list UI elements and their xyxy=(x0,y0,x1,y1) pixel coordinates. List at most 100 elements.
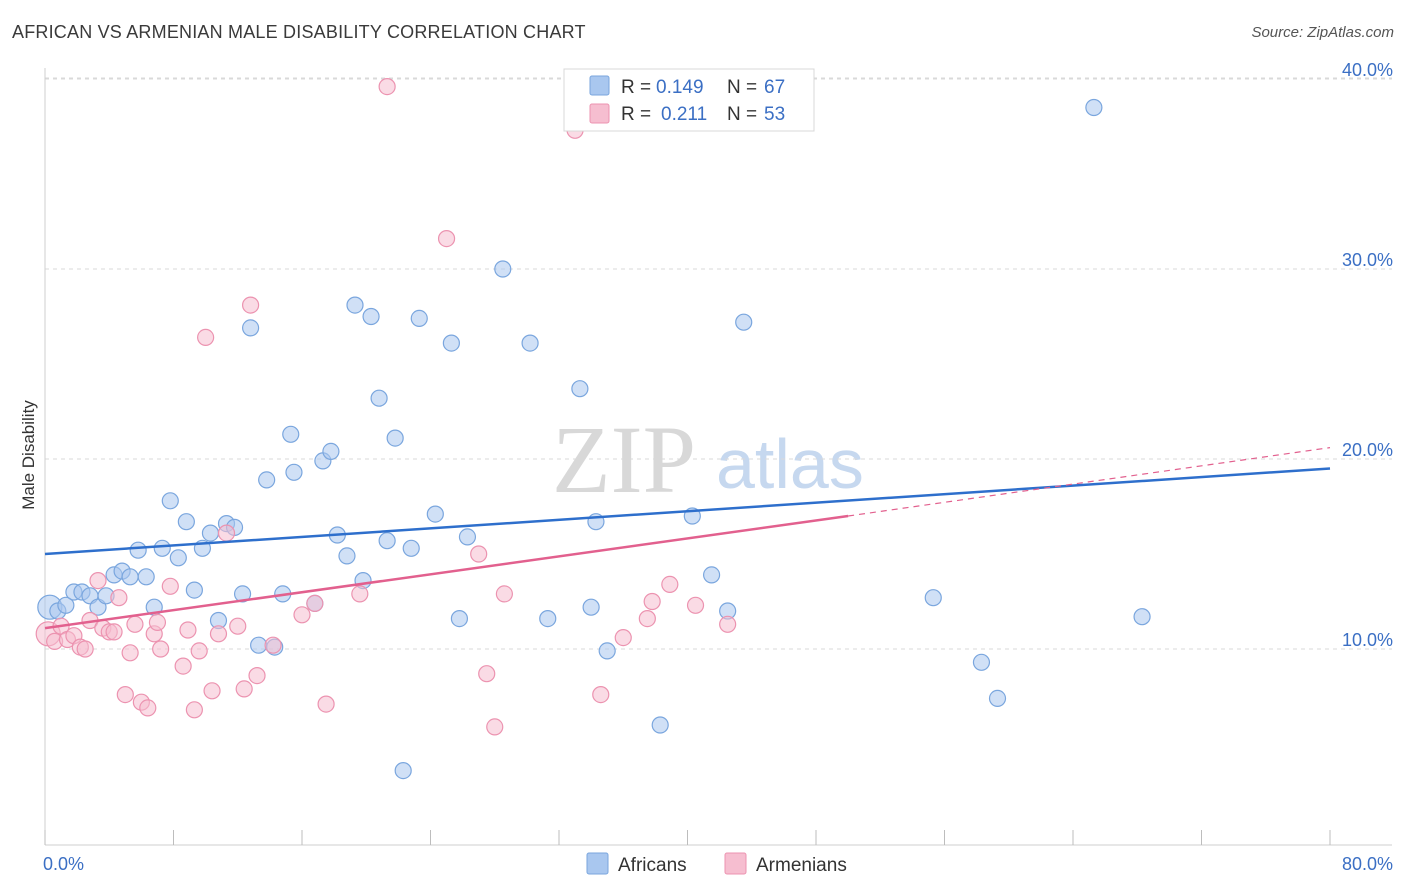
africans-point xyxy=(338,547,356,565)
armenians-point xyxy=(229,617,247,635)
africans-point xyxy=(450,609,469,628)
armenians-trend-line xyxy=(44,514,849,630)
armenians-point xyxy=(242,296,260,314)
armenians-point xyxy=(592,685,610,704)
armenians-point xyxy=(148,613,167,632)
armenians-point xyxy=(209,625,228,643)
armenians-point xyxy=(161,577,179,595)
africans-point xyxy=(458,528,477,546)
legend-n-label-africans: N = xyxy=(727,77,757,98)
africans-point xyxy=(258,471,276,489)
armenians-point xyxy=(248,666,266,685)
africans-point xyxy=(378,532,396,550)
africans-point xyxy=(651,716,669,734)
armenians-point xyxy=(217,524,236,542)
africans-point xyxy=(129,541,147,559)
legend-swatch-armenians xyxy=(589,103,610,124)
africans-point xyxy=(1085,98,1103,117)
africans-point xyxy=(185,581,203,599)
armenians-point xyxy=(686,596,705,614)
africans-point xyxy=(702,566,721,584)
armenians-point xyxy=(264,636,282,654)
africans-point xyxy=(521,334,539,352)
armenians-point xyxy=(661,575,679,594)
top-legend: R = 0.149 N = 67 R = 0.211 N = 53 xyxy=(563,68,815,132)
armenians-point xyxy=(116,685,134,704)
legend-r-value-armenians: 0.211 xyxy=(661,104,707,125)
legend-swatch-africans xyxy=(589,75,610,96)
y-tick-label: 40.0% xyxy=(1342,60,1393,80)
africans-point xyxy=(137,568,155,586)
africans-point xyxy=(285,463,303,481)
africans-point xyxy=(442,334,460,352)
africans-point xyxy=(426,505,444,523)
africans-trend-line xyxy=(44,467,1331,556)
armenians-point xyxy=(495,585,513,603)
armenians-point xyxy=(185,701,203,719)
africans-point xyxy=(153,539,171,557)
armenians-point xyxy=(293,606,311,624)
africans-point xyxy=(242,319,260,337)
africans-point xyxy=(988,689,1007,708)
armenians-point xyxy=(179,621,197,639)
africans-point xyxy=(972,653,991,671)
africans-point xyxy=(394,761,412,780)
africans-point xyxy=(494,260,512,278)
bottom-legend-swatch-armenians xyxy=(724,852,747,875)
chart-title: AFRICAN VS ARMENIAN MALE DISABILITY CORR… xyxy=(12,22,586,42)
source-label: Source: ZipAtlas.com xyxy=(1251,24,1394,41)
africans-point xyxy=(201,524,220,542)
africans-point xyxy=(735,313,753,331)
armenians-point xyxy=(306,594,324,613)
armenians-point xyxy=(719,615,737,633)
x-tick-label: 80.0% xyxy=(1342,854,1393,874)
armenians-point xyxy=(89,571,107,590)
armenians-point xyxy=(437,230,456,248)
africans-point xyxy=(924,589,942,607)
africans-point xyxy=(346,296,364,314)
axes: 0.0% 80.0% xyxy=(43,68,1393,874)
armenians-point xyxy=(190,642,208,660)
armenians-point xyxy=(317,695,335,713)
trend-lines xyxy=(44,447,1331,630)
legend-r-label-armenians: R = xyxy=(621,104,651,125)
armenians-point xyxy=(614,628,632,647)
bottom-legend-swatch-africans xyxy=(586,852,609,875)
africans-point xyxy=(539,609,557,628)
africans-point xyxy=(386,429,404,447)
africans-point xyxy=(233,585,252,603)
y-tick-label: 10.0% xyxy=(1342,630,1393,650)
legend-n-label-armenians: N = xyxy=(727,104,757,125)
armenians-point xyxy=(203,682,221,700)
armenians-point xyxy=(643,592,661,611)
africans-point xyxy=(370,389,388,407)
armenians-point xyxy=(197,328,215,346)
africans-point xyxy=(161,492,179,510)
armenians-point xyxy=(76,640,94,658)
africans-point xyxy=(250,636,268,654)
armenians-point xyxy=(378,77,396,96)
armenians-point xyxy=(351,585,369,603)
africans-point xyxy=(1133,608,1151,626)
armenians-point xyxy=(152,640,170,658)
armenians-point xyxy=(235,680,253,698)
africans-point xyxy=(177,513,195,531)
africans-point xyxy=(322,442,340,460)
africans-point xyxy=(57,596,75,614)
watermark-atlas: atlas xyxy=(716,425,864,503)
gridlines: 10.0% 20.0% 30.0% 40.0% xyxy=(45,60,1393,650)
legend-n-value-armenians: 53 xyxy=(764,104,785,125)
bottom-legend: Africans Armenians xyxy=(586,852,847,876)
legend-r-label-africans: R = xyxy=(621,77,651,98)
africans-point xyxy=(571,380,589,398)
armenians-point xyxy=(121,644,139,662)
legend-r-value-africans: 0.149 xyxy=(656,77,704,98)
armenians-trend-extension xyxy=(848,447,1331,517)
armenians-point xyxy=(174,657,192,675)
armenians-point xyxy=(470,545,488,563)
bottom-legend-armenians: Armenians xyxy=(756,855,847,876)
africans-point xyxy=(362,307,380,326)
africans-point xyxy=(402,539,420,557)
armenians-point xyxy=(126,615,144,633)
